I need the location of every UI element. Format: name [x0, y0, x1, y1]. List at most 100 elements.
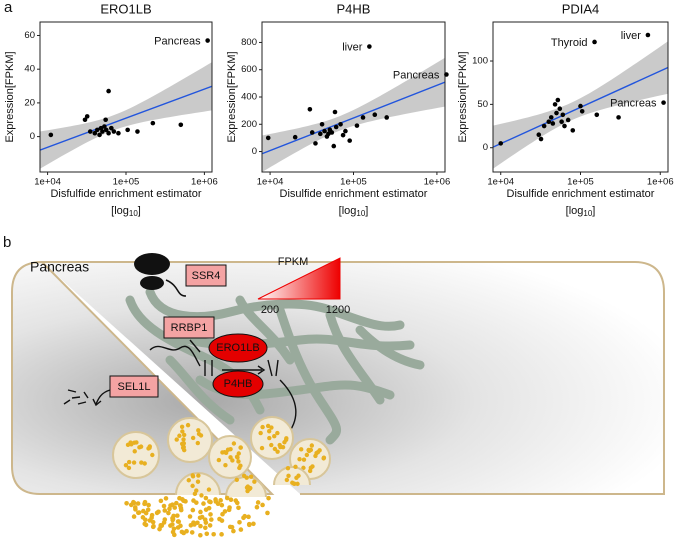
granule — [208, 517, 214, 522]
unit-prefix: [log — [566, 205, 584, 217]
data-point — [150, 120, 156, 126]
protein-ellipse — [212, 370, 264, 398]
data-point — [557, 106, 563, 112]
data-point — [372, 112, 378, 118]
granule — [201, 501, 206, 506]
data-point — [384, 115, 389, 120]
data-point — [340, 132, 346, 138]
data-point — [97, 132, 102, 138]
granule — [222, 449, 227, 455]
granule — [304, 452, 310, 458]
granule — [138, 444, 144, 449]
granule — [162, 508, 168, 513]
point-label: liver — [621, 30, 642, 42]
granule — [219, 502, 225, 508]
data-point — [109, 125, 114, 131]
data-point — [552, 102, 558, 107]
data-point — [313, 141, 318, 146]
granule — [315, 449, 321, 455]
data-point — [100, 129, 105, 134]
y-axis-label: Expression[FPKM] — [226, 51, 238, 142]
y-tick-label: 40 — [24, 64, 35, 75]
granule — [293, 464, 298, 469]
data-point — [103, 117, 108, 123]
granule — [187, 514, 193, 519]
y-tick-label: 100 — [472, 56, 488, 67]
granule — [170, 529, 176, 535]
point-label: Pancreas — [154, 35, 201, 47]
granule — [238, 527, 244, 532]
data-point — [319, 121, 325, 127]
granule — [178, 523, 183, 529]
x-axis-unit: [log10] — [111, 205, 141, 218]
color-scale-max: 1200 — [326, 304, 350, 316]
granule — [198, 523, 203, 529]
granule — [231, 441, 237, 446]
granule — [143, 517, 148, 523]
color-scale-title: FPKM — [278, 256, 309, 268]
data-point — [292, 134, 298, 140]
scatter-chart: P4HB Expression[FPKM] Disulfide enrichment… — [226, 1, 450, 218]
granule — [132, 449, 137, 454]
data-point — [318, 131, 323, 137]
granule — [272, 434, 277, 439]
granule — [285, 465, 291, 471]
data-point — [347, 138, 352, 143]
y-tick-label: 200 — [241, 119, 257, 130]
granule — [241, 473, 247, 478]
data-point — [360, 115, 366, 120]
granule — [255, 500, 261, 505]
granule — [301, 457, 307, 462]
granule — [228, 455, 233, 460]
granule — [139, 460, 144, 465]
y-tick-label: 800 — [241, 37, 257, 48]
data-point — [565, 117, 571, 123]
data-point — [94, 127, 100, 133]
granule — [206, 505, 212, 511]
granule — [150, 524, 156, 530]
granule — [309, 443, 315, 448]
data-point — [560, 112, 566, 118]
point-label: liver — [342, 41, 363, 53]
granule — [248, 474, 254, 479]
unit-suffix: ] — [365, 205, 368, 217]
granule — [272, 446, 278, 452]
fit-line — [40, 85, 212, 151]
granule — [146, 502, 151, 508]
granule — [260, 424, 265, 430]
granule — [149, 515, 154, 521]
granule — [258, 430, 263, 436]
data-point — [550, 121, 556, 126]
granule — [266, 495, 271, 501]
data-point — [538, 136, 544, 142]
scatter-chart: ERO1LB Expression[FPKM] Disfulfide enrichm… — [4, 1, 218, 218]
data-point — [87, 129, 93, 134]
granule — [163, 496, 169, 501]
x-axis-unit: [log10] — [566, 205, 596, 218]
data-point — [84, 114, 90, 119]
secretory-vesicles — [112, 416, 331, 538]
granule — [220, 511, 225, 517]
granule — [158, 498, 164, 504]
granule — [229, 524, 235, 530]
granule — [206, 487, 212, 492]
protein-label: SSR4 — [192, 270, 221, 282]
unit-suffix: ] — [592, 205, 595, 217]
peptide — [165, 279, 187, 297]
data-point — [135, 129, 140, 134]
granule — [246, 514, 251, 520]
panel-label: b — [3, 234, 11, 251]
granule — [154, 510, 160, 516]
scatter-chart: PDIA4 Expression[FPKM] Disulfide enrichmen… — [457, 1, 674, 218]
granule — [147, 444, 152, 449]
unit-subscript: 10 — [129, 209, 138, 218]
y-axis-label: Expression[FPKM] — [457, 51, 469, 142]
data-point — [555, 97, 561, 103]
granule — [185, 422, 191, 428]
protein-box — [163, 316, 215, 339]
granule — [126, 459, 132, 465]
data-point — [354, 123, 360, 128]
granule — [237, 465, 242, 471]
x-tick-label: 1e+04 — [257, 177, 284, 188]
